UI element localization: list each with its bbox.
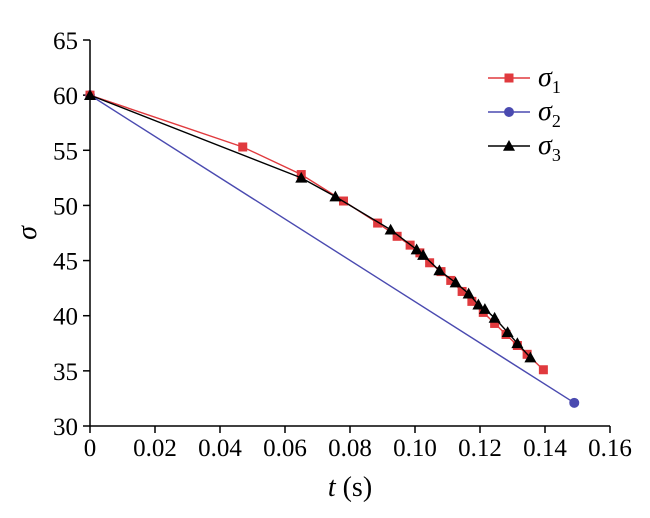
series-3-point [524, 351, 537, 363]
y-tick-label: 40 [53, 304, 78, 331]
x-tick-label: 0.04 [198, 435, 242, 462]
series-2-point [569, 397, 580, 408]
x-tick-label: 0.02 [133, 435, 177, 462]
y-tick-label: 35 [53, 359, 78, 386]
legend-label: σ1 [538, 62, 561, 97]
series-1-point [425, 258, 435, 268]
y-tick-label: 50 [53, 193, 78, 220]
series-1-point [457, 286, 467, 296]
x-tick-label: 0.08 [328, 435, 372, 462]
series-2-line [89, 94, 575, 404]
series-3-point [84, 89, 96, 100]
series-1-line [89, 94, 544, 371]
series-1-point [373, 218, 383, 228]
series-2 [85, 90, 580, 408]
series-3-point [478, 303, 491, 314]
series-1-point [467, 296, 477, 306]
series-1-point [238, 142, 248, 152]
series-3 [84, 89, 537, 363]
legend-label-subscript: 3 [552, 145, 561, 165]
y-tick-label: 45 [53, 249, 78, 276]
y-axis-title: σ [12, 225, 43, 240]
legend-label-main: σ [538, 62, 553, 93]
y-tick-label: 30 [53, 414, 78, 441]
series-1-point [538, 365, 548, 375]
legend-item-1: σ1 [488, 62, 561, 97]
legend-label: σ2 [538, 96, 561, 131]
series-3-point [472, 298, 485, 310]
series-3-point [449, 276, 462, 288]
legend-swatch-marker [504, 73, 514, 83]
series-1-point [446, 275, 456, 285]
series-3-point [501, 326, 514, 338]
legend-label: σ3 [538, 130, 561, 165]
legend-item-3: σ3 [488, 130, 561, 165]
series-3-point [488, 311, 501, 323]
series-3-point [410, 243, 423, 255]
legend-item-2: σ2 [488, 96, 561, 131]
x-axis-title: t (s) [328, 472, 372, 503]
x-axis-variable: t [328, 472, 337, 503]
series-1 [85, 90, 548, 375]
x-tick-label: 0.10 [393, 435, 437, 462]
x-tick-label: 0.16 [588, 435, 632, 462]
axes: 0 0.02 0.04 0.06 0.08 0.10 0.12 0.14 0.16 30 35 40 4… [53, 28, 632, 462]
series-3-point [433, 264, 446, 276]
series-3-point [511, 337, 524, 349]
legend-label-subscript: 1 [552, 77, 561, 97]
legend-label-main: σ [538, 130, 553, 161]
x-tick-label: 0.12 [458, 435, 502, 462]
x-tick-label: 0.06 [263, 435, 307, 462]
series-1-point [392, 231, 402, 241]
series-3-point [384, 223, 397, 235]
series-layer [84, 89, 580, 408]
x-tick-label: 0.14 [523, 435, 567, 462]
y-tick-label: 55 [53, 138, 78, 165]
x-axis-unit: (s) [336, 472, 373, 503]
y-tick-label: 60 [53, 83, 78, 110]
series-3-point [462, 287, 475, 299]
series-3-point [295, 171, 308, 183]
legend-label-subscript: 2 [552, 111, 561, 131]
series-1-point [490, 318, 500, 328]
y-tick-label: 65 [53, 28, 78, 55]
x-tick-label: 0 [84, 435, 97, 462]
series-3-point [417, 249, 430, 260]
series-3-point [329, 190, 342, 202]
legend-label-main: σ [538, 96, 553, 127]
series-3-line [89, 94, 531, 359]
legend-swatch-marker [504, 107, 514, 117]
legend-swatch-marker [503, 140, 515, 151]
